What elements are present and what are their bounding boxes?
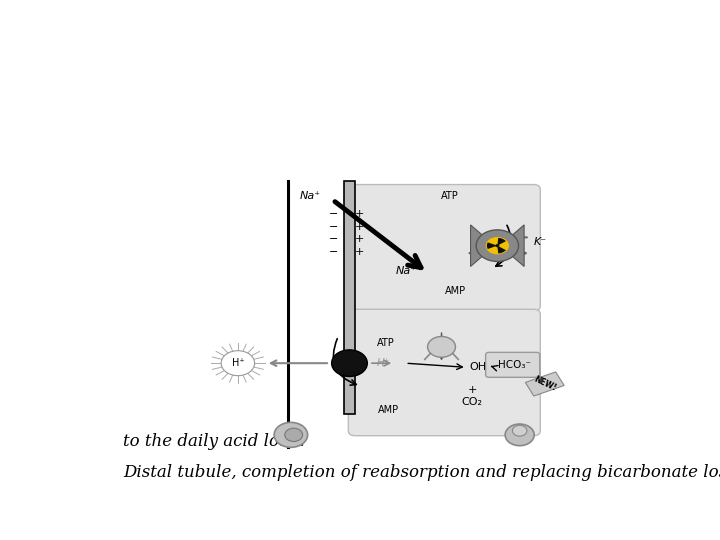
Text: −: − — [329, 210, 338, 219]
Circle shape — [505, 424, 534, 446]
Polygon shape — [471, 225, 495, 266]
Text: to the daily acid load.: to the daily acid load. — [124, 433, 305, 450]
Text: Na⁺: Na⁺ — [395, 266, 416, 275]
Circle shape — [476, 230, 518, 261]
Text: ATP: ATP — [441, 191, 459, 201]
Text: Distal tubule, completion of reabsorption and replacing bicarbonate lost: Distal tubule, completion of reabsorptio… — [124, 464, 720, 481]
Polygon shape — [526, 372, 564, 396]
FancyBboxPatch shape — [485, 353, 540, 377]
Wedge shape — [487, 242, 498, 249]
Circle shape — [284, 428, 302, 442]
Text: +: + — [467, 385, 477, 395]
Circle shape — [428, 336, 456, 357]
Text: K⁻: K⁻ — [534, 237, 546, 247]
FancyBboxPatch shape — [348, 309, 540, 436]
Circle shape — [274, 422, 307, 447]
Circle shape — [513, 426, 527, 436]
Text: OH⁻: OH⁻ — [469, 362, 492, 373]
Circle shape — [486, 237, 509, 254]
Text: +: + — [355, 210, 364, 219]
Text: −: − — [329, 222, 338, 232]
Text: H⁺: H⁺ — [232, 358, 244, 368]
Circle shape — [495, 244, 500, 247]
Text: NEW!: NEW! — [532, 375, 557, 393]
Wedge shape — [498, 246, 506, 253]
Circle shape — [332, 350, 367, 376]
Wedge shape — [498, 238, 506, 246]
Text: H⁺: H⁺ — [377, 358, 390, 368]
Text: AMP: AMP — [378, 405, 399, 415]
Text: +: + — [355, 222, 364, 232]
Bar — [344, 181, 355, 414]
FancyBboxPatch shape — [348, 185, 540, 311]
Circle shape — [221, 350, 255, 376]
Text: ATP: ATP — [377, 339, 395, 348]
Text: AMP: AMP — [445, 286, 466, 296]
Polygon shape — [500, 225, 524, 266]
Text: +: + — [355, 234, 364, 245]
Text: +: + — [355, 247, 364, 257]
Text: −: − — [329, 234, 338, 245]
Text: CO₂: CO₂ — [462, 396, 482, 407]
Text: HCO₃⁻: HCO₃⁻ — [498, 360, 531, 370]
Text: Na⁺: Na⁺ — [300, 191, 321, 201]
Text: −: − — [329, 247, 338, 257]
